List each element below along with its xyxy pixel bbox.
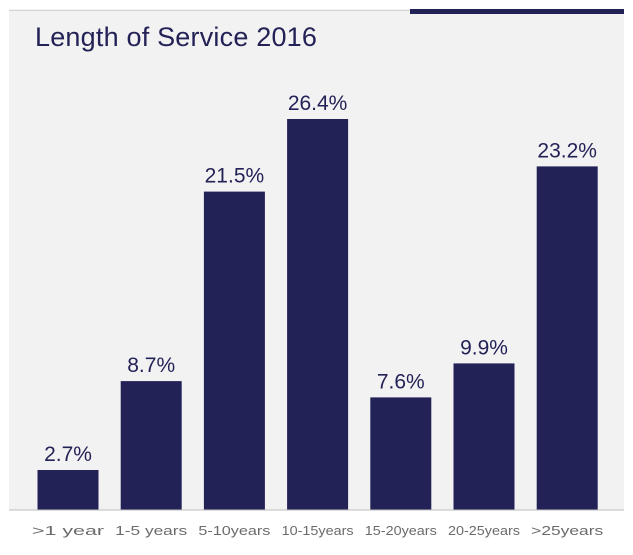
- x-tick-label-3: 5-10years: [198, 523, 271, 538]
- x-tick-label-2: 1-5 years: [115, 523, 188, 538]
- bar-7: [536, 166, 598, 510]
- x-tick-label-6: 20-25years: [448, 523, 521, 538]
- x-tick-label-1: >1 year: [32, 523, 105, 538]
- bar-5: [370, 397, 432, 510]
- data-label-6: 9.9%: [460, 336, 508, 359]
- x-tick-label-5: 15-20years: [365, 523, 438, 538]
- chart-title: Length of Service 2016: [35, 22, 318, 52]
- data-labels-group: 2.7% 8.7% 21.5% 26.4% 7.6% 9.9% 23.2%: [44, 92, 597, 466]
- bar-6: [453, 363, 515, 510]
- bar-4: [287, 119, 349, 510]
- x-tick-label-7: >25years: [531, 523, 604, 538]
- bars-group: [37, 119, 598, 510]
- data-label-7: 23.2%: [537, 139, 597, 162]
- data-label-2: 8.7%: [127, 354, 175, 377]
- bar-3: [203, 191, 265, 510]
- x-tick-label-4: 10-15years: [282, 523, 355, 538]
- data-label-4: 26.4%: [288, 92, 348, 115]
- top-accent-bar: [410, 9, 624, 14]
- data-label-5: 7.6%: [377, 370, 425, 393]
- bar-1: [37, 470, 99, 510]
- bar-2: [120, 381, 182, 510]
- data-label-3: 21.5%: [205, 165, 265, 188]
- x-tick-labels-group: >1 year 1-5 years 5-10years 10-15years 15-20…: [32, 523, 604, 538]
- data-label-1: 2.7%: [44, 443, 92, 466]
- top-divider-line: [9, 10, 410, 11]
